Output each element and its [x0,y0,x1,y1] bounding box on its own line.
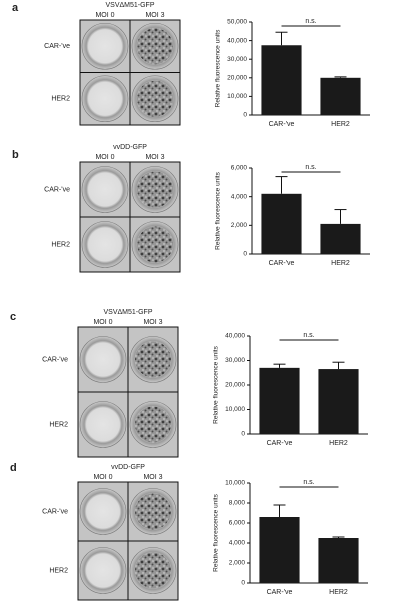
y-axis-label: Relative fluorescence units [215,29,222,107]
infected-well [137,226,173,263]
bar [259,367,300,434]
y-tick-label: 40,000 [227,37,247,44]
row-label: CAR-'ve [42,508,68,515]
bar [320,77,361,115]
y-tick-label: 10,000 [227,93,247,100]
x-tick-label: CAR-'ve [267,440,293,447]
y-tick-label: 50,000 [227,19,247,26]
x-tick-label: HER2 [329,589,348,596]
y-tick-label: 0 [241,431,245,438]
infected-well [137,28,173,65]
x-tick-label: CAR-'ve [267,589,293,596]
column-label: MOI 3 [145,12,164,19]
row-label: HER2 [51,241,70,248]
y-tick-label: 4,000 [229,540,246,547]
bar [259,517,300,583]
error-bar [334,209,347,224]
error-bar [275,31,288,46]
y-tick-label: 20,000 [225,382,245,389]
error-bar [273,363,286,368]
virus-title: VSVΔM51-GFP [103,309,152,316]
y-tick-label: 2,000 [231,222,248,229]
infected-well [135,406,171,443]
x-tick-label: CAR-'ve [269,121,295,128]
column-label: MOI 0 [93,319,112,326]
well [79,547,127,594]
bar [261,45,302,115]
significance-label: n.s. [305,18,316,25]
well [81,166,129,213]
error-bar [273,504,286,517]
panel-letter: a [12,2,19,14]
panel-letter: c [10,311,16,323]
panel-letter: b [12,149,19,161]
y-tick-label: 0 [241,580,245,587]
y-axis-label: Relative fluorescence units [215,171,222,249]
y-tick-label: 10,000 [225,480,245,487]
y-tick-label: 0 [243,112,247,119]
well [79,336,127,383]
y-tick-label: 4,000 [231,193,248,200]
column-label: MOI 3 [143,474,162,481]
y-tick-label: 30,000 [225,357,245,364]
infected-well [135,552,171,589]
y-tick-label: 40,000 [225,333,245,340]
virus-title: vvDD-GFP [113,144,147,151]
infected-well [137,80,173,117]
column-label: MOI 3 [145,154,164,161]
column-label: MOI 3 [143,319,162,326]
y-axis-label: Relative fluorescence units [213,345,220,423]
infected-well [135,341,171,378]
significance-label: n.s. [303,479,314,486]
well [81,22,129,70]
error-bar [275,176,288,194]
x-tick-label: HER2 [331,121,350,128]
y-tick-label: 8,000 [229,500,246,507]
well [81,75,129,123]
x-tick-label: CAR-'ve [269,260,295,267]
row-label: HER2 [49,567,68,574]
bar [320,223,361,254]
column-label: MOI 0 [95,154,114,161]
row-label: HER2 [49,421,68,428]
x-tick-label: HER2 [329,440,348,447]
bar [318,538,359,583]
row-label: CAR-'ve [44,43,70,50]
error-bar [334,76,347,78]
bar [261,193,302,254]
row-label: CAR-'ve [42,356,68,363]
y-tick-label: 20,000 [227,75,247,82]
y-tick-label: 6,000 [231,165,248,172]
well [81,221,129,268]
infected-well [135,493,171,530]
y-axis-label: Relative fluorescence units [213,493,220,571]
y-tick-label: 10,000 [225,406,245,413]
significance-label: n.s. [303,332,314,339]
well [79,401,127,448]
bar [318,369,359,434]
x-tick-label: HER2 [331,260,350,267]
y-tick-label: 0 [243,251,247,258]
y-tick-label: 2,000 [229,560,246,567]
row-label: CAR-'ve [44,186,70,193]
column-label: MOI 0 [93,474,112,481]
y-tick-label: 30,000 [227,56,247,63]
error-bar [332,361,345,370]
column-label: MOI 0 [95,12,114,19]
virus-title: VSVΔM51-GFP [105,2,154,9]
infected-well [137,171,173,208]
error-bar [332,536,345,538]
y-tick-label: 6,000 [229,520,246,527]
virus-title: vvDD-GFP [111,464,145,471]
row-label: HER2 [51,96,70,103]
significance-label: n.s. [305,164,316,171]
panel-letter: d [10,462,17,474]
well [79,488,127,535]
